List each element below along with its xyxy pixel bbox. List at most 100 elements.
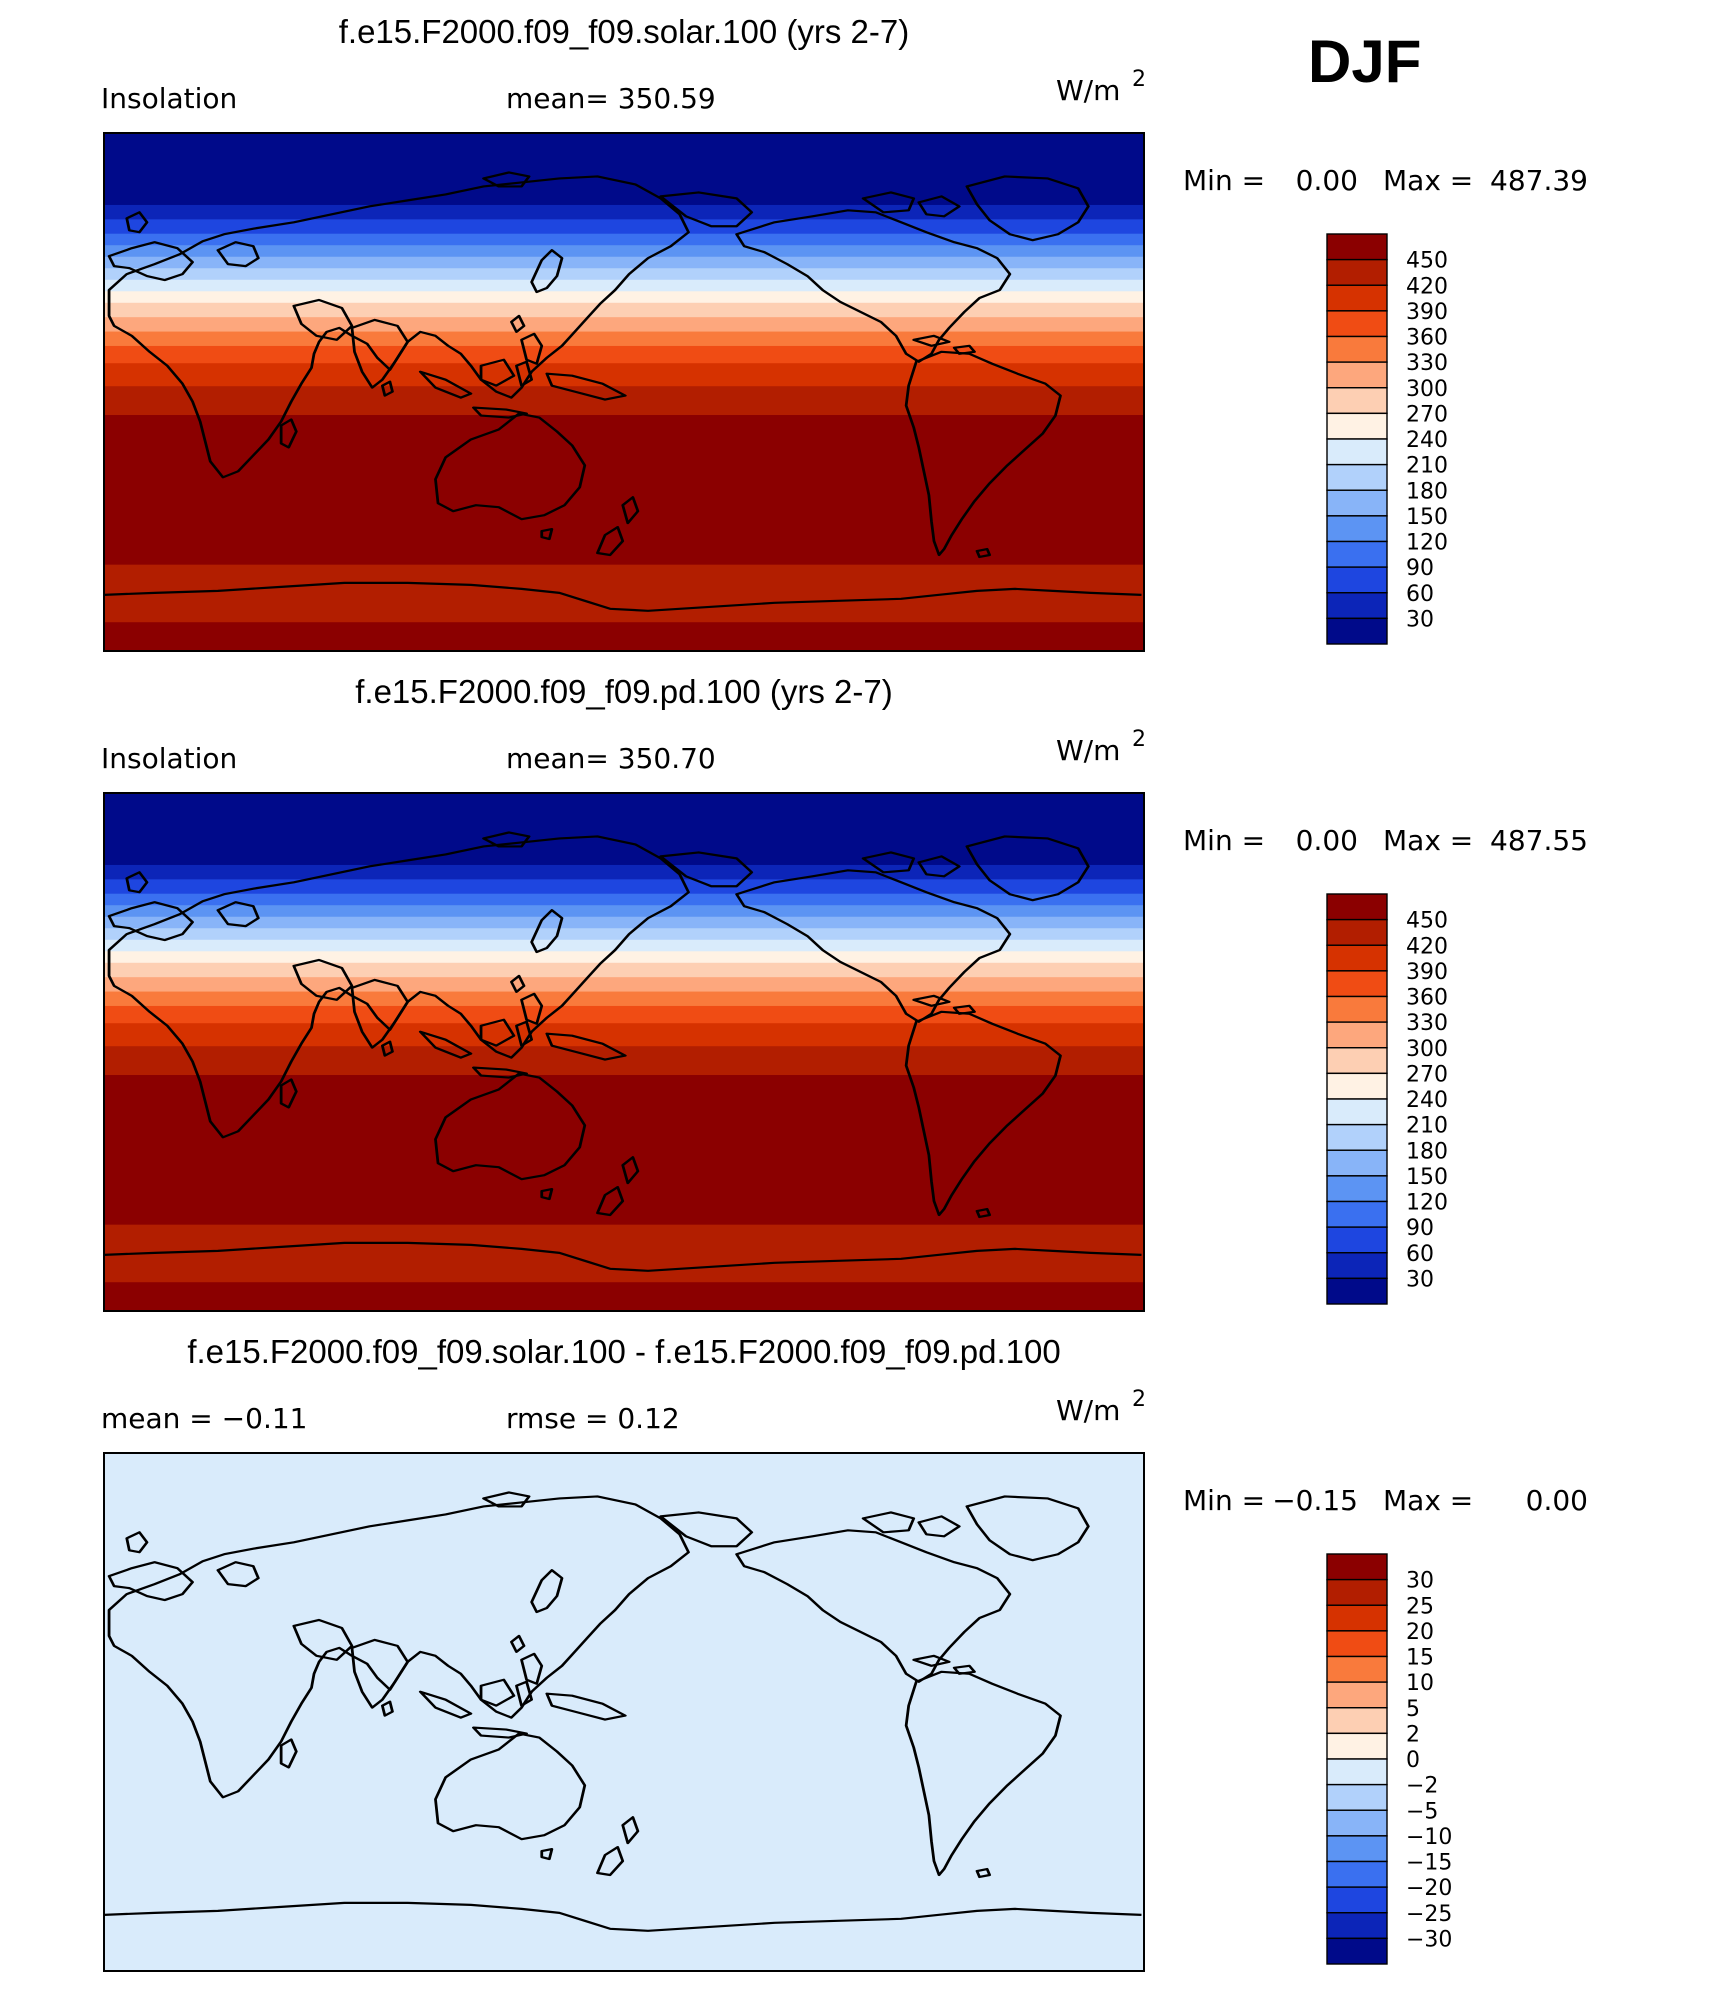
min-label: Min = bbox=[1183, 824, 1265, 857]
colorbar-swatch bbox=[1326, 1047, 1388, 1075]
units-label: W/m bbox=[1056, 74, 1120, 107]
colorbar-swatch bbox=[1326, 463, 1388, 491]
colorbar-swatch bbox=[1326, 284, 1388, 312]
colorbar-tick-label: 330 bbox=[1406, 1011, 1448, 1036]
units-superscript: 2 bbox=[1132, 67, 1146, 92]
colorbar-swatch bbox=[1326, 944, 1388, 972]
colorbar-swatch bbox=[1326, 258, 1388, 286]
panel-left-label: mean = −0.11 bbox=[101, 1402, 307, 1435]
colorbar-tick-label: 60 bbox=[1406, 1242, 1434, 1267]
latitude-band bbox=[104, 893, 1144, 906]
colorbar-tick-label: 360 bbox=[1406, 986, 1448, 1011]
colorbar-tick-label: 450 bbox=[1406, 249, 1448, 274]
colorbar-swatch bbox=[1326, 1732, 1388, 1760]
colorbar-tick-label: 450 bbox=[1406, 909, 1448, 934]
min-value: 0.00 bbox=[1296, 164, 1358, 197]
latitude-band bbox=[104, 1075, 1144, 1226]
max-value: 0.00 bbox=[1526, 1484, 1588, 1517]
panel-title: f.e15.F2000.f09_f09.pd.100 (yrs 2-7) bbox=[355, 673, 893, 710]
panel-title: f.e15.F2000.f09_f09.solar.100 (yrs 2-7) bbox=[339, 13, 910, 50]
colorbar-tick-label: 150 bbox=[1406, 505, 1448, 530]
max-value: 487.55 bbox=[1490, 824, 1588, 857]
colorbar-swatch bbox=[1326, 1630, 1388, 1658]
min-label: Min = bbox=[1183, 164, 1265, 197]
colorbar-swatch bbox=[1326, 1072, 1388, 1100]
colorbar: 4504203903603303002702402101801501209060… bbox=[1326, 893, 1448, 1305]
colorbar-swatch bbox=[1326, 617, 1388, 645]
colorbar-tick-label: 270 bbox=[1406, 1062, 1448, 1087]
colorbar-swatch bbox=[1326, 995, 1388, 1023]
panel-title: f.e15.F2000.f09_f09.solar.100 - f.e15.F2… bbox=[187, 1333, 1060, 1370]
colorbar-tick-label: 60 bbox=[1406, 582, 1434, 607]
latitude-band bbox=[104, 317, 1144, 333]
colorbar-swatch bbox=[1326, 540, 1388, 568]
panel-center-label: rmse = 0.12 bbox=[506, 1402, 680, 1435]
latitude-band bbox=[104, 564, 1144, 623]
colorbar-swatch bbox=[1326, 1860, 1388, 1888]
colorbar-tick-label: 30 bbox=[1406, 1267, 1434, 1292]
latitude-band bbox=[104, 905, 1144, 918]
colorbar-tick-label: −25 bbox=[1406, 1902, 1452, 1927]
latitude-band bbox=[104, 345, 1144, 364]
colorbar-swatch bbox=[1326, 1252, 1388, 1280]
colorbar-swatch bbox=[1326, 1655, 1388, 1683]
colorbar-swatch bbox=[1326, 1175, 1388, 1203]
colorbar-tick-label: 210 bbox=[1406, 1114, 1448, 1139]
latitude-band bbox=[104, 386, 1144, 416]
colorbar-swatch bbox=[1326, 1123, 1388, 1151]
colorbar-tick-label: 420 bbox=[1406, 934, 1448, 959]
colorbar-swatch bbox=[1326, 412, 1388, 440]
map-frame bbox=[103, 792, 1145, 1312]
colorbar-swatch bbox=[1326, 1277, 1388, 1305]
min-label: Min = bbox=[1183, 1484, 1265, 1517]
colorbar-swatch bbox=[1326, 1578, 1388, 1606]
colorbar-tick-label: −20 bbox=[1406, 1876, 1452, 1901]
colorbar-tick-label: 0 bbox=[1406, 1748, 1420, 1773]
colorbar-swatch bbox=[1326, 335, 1388, 363]
season-label: DJF bbox=[1308, 28, 1421, 95]
colorbar-swatch bbox=[1326, 970, 1388, 998]
colorbar-tick-label: 90 bbox=[1406, 556, 1434, 581]
latitude-band bbox=[104, 939, 1144, 952]
colorbar-swatch bbox=[1326, 310, 1388, 338]
colorbar-tick-label: 30 bbox=[1406, 607, 1434, 632]
colorbar-tick-label: 360 bbox=[1406, 326, 1448, 351]
colorbar-tick-label: 240 bbox=[1406, 428, 1448, 453]
map-field bbox=[104, 793, 1144, 1312]
colorbar-swatch bbox=[1326, 1886, 1388, 1914]
colorbar-tick-label: 15 bbox=[1406, 1646, 1434, 1671]
max-value: 487.39 bbox=[1490, 164, 1588, 197]
latitude-band bbox=[104, 415, 1144, 566]
latitude-band bbox=[104, 363, 1144, 387]
panel-1: f.e15.F2000.f09_f09.solar.100 (yrs 2-7) I… bbox=[101, 13, 1588, 652]
colorbar-swatch bbox=[1326, 1758, 1388, 1786]
panel-left-label: Insolation bbox=[101, 742, 237, 775]
panel-3: f.e15.F2000.f09_f09.solar.100 - f.e15.F2… bbox=[101, 1333, 1588, 1972]
colorbar-tick-label: 30 bbox=[1406, 1569, 1434, 1594]
latitude-band bbox=[104, 133, 1144, 206]
colorbar-swatch bbox=[1326, 1809, 1388, 1837]
latitude-band bbox=[104, 279, 1144, 292]
colorbar-tick-label: 90 bbox=[1406, 1216, 1434, 1241]
max-label: Max = bbox=[1383, 824, 1473, 857]
colorbar-swatch bbox=[1326, 1553, 1388, 1581]
colorbar-tick-label: 240 bbox=[1406, 1088, 1448, 1113]
colorbar-tick-label: 120 bbox=[1406, 531, 1448, 556]
latitude-band bbox=[104, 622, 1144, 652]
colorbar-tick-label: 150 bbox=[1406, 1165, 1448, 1190]
colorbar-tick-label: 300 bbox=[1406, 1037, 1448, 1062]
colorbar-tick-label: 300 bbox=[1406, 377, 1448, 402]
latitude-band bbox=[104, 928, 1144, 941]
colorbar-swatch bbox=[1326, 1226, 1388, 1254]
colorbar-tick-label: −5 bbox=[1406, 1799, 1438, 1824]
colorbar-swatch bbox=[1326, 566, 1388, 594]
colorbar-swatch bbox=[1326, 1707, 1388, 1735]
colorbar-swatch bbox=[1326, 893, 1388, 921]
units-label: W/m bbox=[1056, 734, 1120, 767]
colorbar-tick-label: −2 bbox=[1406, 1774, 1438, 1799]
colorbar-swatch bbox=[1326, 1783, 1388, 1811]
colorbar-swatch bbox=[1326, 1021, 1388, 1049]
min-value: −0.15 bbox=[1272, 1484, 1358, 1517]
